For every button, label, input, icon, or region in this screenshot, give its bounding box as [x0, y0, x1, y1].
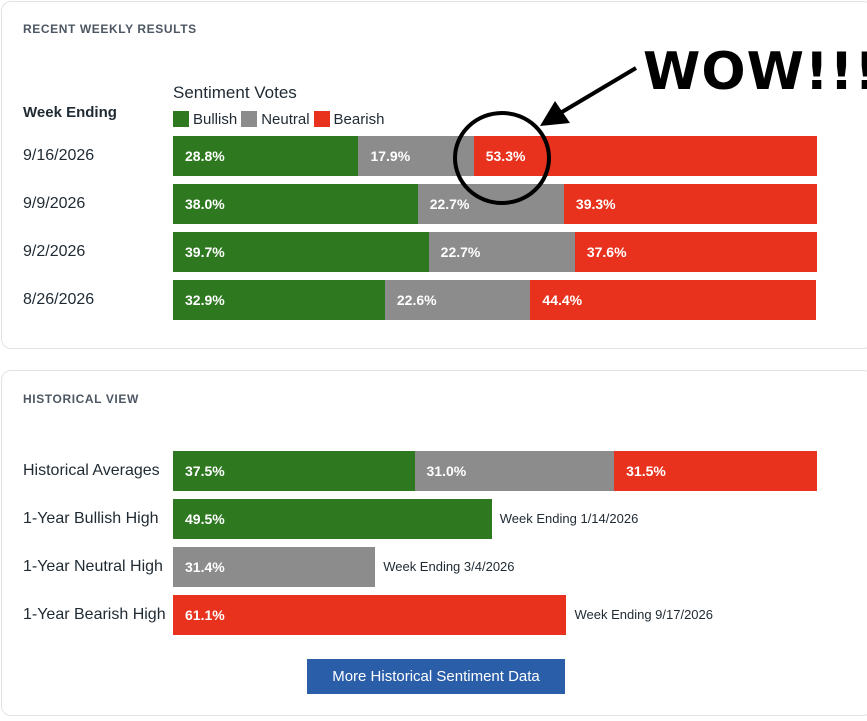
wow-annotation: WOW!!!: [643, 42, 867, 102]
historical-row-label: 1-Year Bearish High: [23, 606, 166, 623]
bar-segment-neutral: 31.4%: [173, 547, 376, 587]
legend-label-bearish: Bearish: [333, 110, 385, 128]
week-ending-note: Week Ending 1/14/2026: [499, 511, 639, 526]
legend-swatch-bullish: [173, 111, 189, 127]
historical-sentiment-bar: 31.4%: [173, 547, 376, 587]
bar-segment-neutral: 22.7%: [428, 232, 575, 272]
historical-sentiment-bar: 37.5% 31.0% 31.5%: [173, 451, 817, 491]
week-ending-label: 9/2/2026: [23, 243, 86, 260]
legend-swatch-neutral: [241, 111, 258, 127]
bar-segment-neutral: 17.9%: [358, 136, 474, 176]
weekly-sentiment-bar: 38.0% 22.7% 39.3%: [173, 184, 817, 224]
legend: Bullish Neutral Bearish: [173, 110, 388, 128]
bar-segment-bullish: 32.9%: [173, 280, 385, 320]
historical-section-title: HISTORICAL VIEW: [23, 392, 139, 406]
bar-segment-neutral: 22.6%: [384, 280, 531, 320]
bar-segment-bearish: 61.1%: [173, 595, 567, 635]
legend-label-neutral: Neutral: [261, 110, 310, 128]
bar-segment-bullish: 49.5%: [173, 499, 492, 539]
bar-segment-bearish: 53.3%: [473, 136, 817, 176]
recent-section-title: RECENT WEEKLY RESULTS: [23, 22, 197, 36]
historical-row-label: Historical Averages: [23, 462, 160, 479]
week-ending-note: Week Ending 3/4/2026: [383, 559, 515, 574]
bar-segment-bullish: 28.8%: [173, 136, 359, 176]
bar-segment-neutral: 22.7%: [417, 184, 564, 224]
bar-segment-neutral: 31.0%: [414, 451, 615, 491]
bar-segment-bearish: 31.5%: [614, 451, 817, 491]
legend-label-bullish: Bullish: [193, 110, 238, 128]
historical-sentiment-bar: 61.1%: [173, 595, 567, 635]
historical-view-panel: [1, 370, 867, 716]
legend-item-bullish: Bullish: [173, 111, 237, 128]
weekly-sentiment-bar: 39.7% 22.7% 37.6%: [173, 232, 817, 272]
historical-row-label: 1-Year Neutral High: [23, 558, 163, 575]
weekly-sentiment-bar: 28.8% 17.9% 53.3%: [173, 136, 817, 176]
weekly-sentiment-bar: 32.9% 22.6% 44.4%: [173, 280, 817, 320]
week-ending-label: 8/26/2026: [23, 291, 95, 308]
bar-segment-bullish: 39.7%: [173, 232, 429, 272]
legend-item-neutral: Neutral: [241, 110, 310, 128]
bar-segment-bearish: 44.4%: [530, 280, 817, 320]
legend-item-bearish: Bearish: [313, 110, 385, 128]
bar-segment-bearish: 39.3%: [563, 184, 817, 224]
week-ending-label: 9/9/2026: [23, 195, 86, 212]
sentiment-votes-header: Sentiment Votes: [173, 83, 297, 102]
bar-segment-bearish: 37.6%: [574, 232, 817, 272]
more-historical-data-button[interactable]: More Historical Sentiment Data: [307, 659, 565, 694]
bar-segment-bullish: 38.0%: [173, 184, 418, 224]
legend-swatch-bearish: [313, 111, 330, 127]
week-ending-header: Week Ending: [23, 104, 117, 121]
historical-row-label: 1-Year Bullish High: [23, 510, 159, 527]
bar-segment-bullish: 37.5%: [173, 451, 415, 491]
historical-sentiment-bar: 49.5%: [173, 499, 492, 539]
week-ending-label: 9/16/2026: [23, 147, 95, 164]
week-ending-note: Week Ending 9/17/2026: [574, 607, 713, 622]
